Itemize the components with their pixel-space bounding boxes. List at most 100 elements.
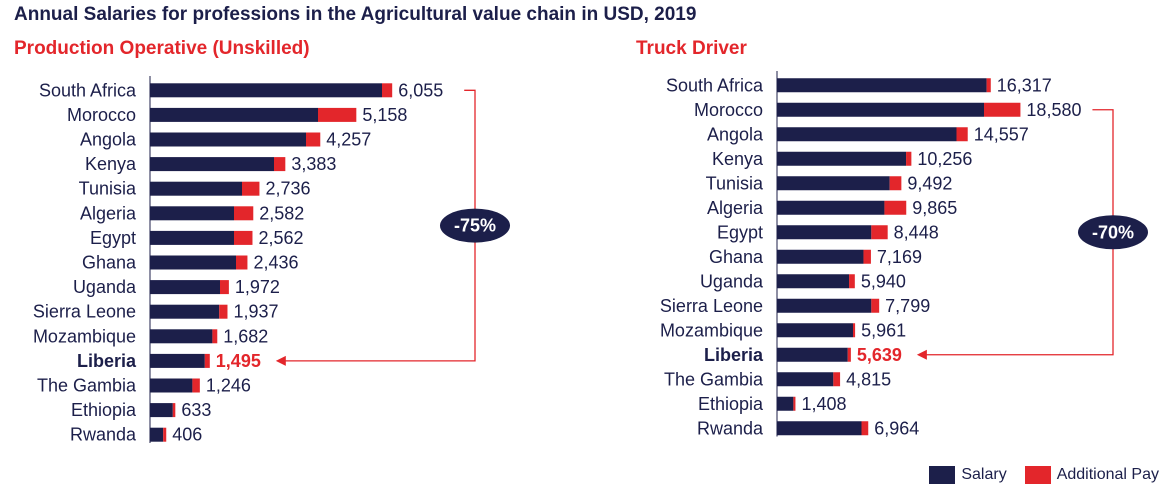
category-label: Kenya xyxy=(712,149,764,169)
salary-bar xyxy=(150,107,318,122)
additional-pay-bar xyxy=(986,78,991,93)
data-label: 4,257 xyxy=(326,130,371,150)
data-label: 1,682 xyxy=(223,326,268,346)
category-label: Ethiopia xyxy=(71,400,137,420)
additional-pay-bar xyxy=(204,353,210,368)
salary-bar xyxy=(150,403,173,418)
category-label: The Gambia xyxy=(37,376,137,396)
additional-pay-bar xyxy=(889,176,902,191)
data-label: 14,557 xyxy=(974,124,1029,144)
salary-bar xyxy=(777,78,987,93)
data-label: 5,639 xyxy=(857,345,902,365)
additional-pay-bar xyxy=(956,127,968,142)
data-label: 1,972 xyxy=(235,277,280,297)
salary-bar xyxy=(777,347,848,362)
category-label: Uganda xyxy=(73,277,137,297)
category-label: Egypt xyxy=(90,228,136,248)
additional-pay-bar xyxy=(871,298,880,313)
data-label: 9,492 xyxy=(907,173,952,193)
additional-pay-bar xyxy=(274,157,286,172)
category-label: South Africa xyxy=(666,75,764,95)
data-label: 16,317 xyxy=(997,75,1052,95)
legend-additional-label: Additional Pay xyxy=(1056,466,1159,483)
salary-bar xyxy=(150,329,213,344)
data-label: 2,736 xyxy=(265,179,310,199)
additional-pay-bar xyxy=(871,225,888,240)
additional-pay-bar xyxy=(318,107,357,122)
additional-pay-bar xyxy=(852,323,856,338)
data-label: 3,383 xyxy=(291,154,336,174)
category-label: Uganda xyxy=(700,271,764,291)
bracket-arrowhead xyxy=(916,349,927,360)
additional-pay-bar xyxy=(847,347,851,362)
data-label: 1,408 xyxy=(801,394,846,414)
salary-bar xyxy=(150,304,220,319)
salary-bar xyxy=(777,127,957,142)
data-label: 8,448 xyxy=(894,222,939,242)
additional-pay-bar xyxy=(172,403,176,418)
additional-pay-bar xyxy=(220,280,229,295)
additional-pay-bar xyxy=(163,427,167,442)
data-label: 1,495 xyxy=(216,351,261,371)
data-label: 7,169 xyxy=(877,247,922,267)
additional-pay-bar xyxy=(219,304,228,319)
production-operative-chart: South Africa 6,055 Morocco 5,158 Angola 4,257… xyxy=(33,76,510,445)
data-label: 7,799 xyxy=(885,296,930,316)
category-label: South Africa xyxy=(39,80,137,100)
data-label: 6,964 xyxy=(874,418,919,438)
additional-pay-bar xyxy=(906,151,912,166)
difference-label: -70% xyxy=(1092,222,1134,242)
category-label: Kenya xyxy=(85,154,137,174)
additional-pay-bar xyxy=(192,378,200,393)
data-label: 2,582 xyxy=(259,203,304,223)
additional-pay-bar xyxy=(861,421,869,436)
data-label: 2,562 xyxy=(258,228,303,248)
additional-pay-bar xyxy=(984,102,1021,117)
additional-pay-bar xyxy=(234,230,253,245)
salary-bar xyxy=(150,280,220,295)
truck-driver-chart: South Africa 16,317 Morocco 18,580 Angola 14,… xyxy=(660,71,1148,438)
category-label: Sierra Leone xyxy=(660,296,763,316)
category-label: Algeria xyxy=(80,203,137,223)
salary-bar xyxy=(777,421,862,436)
salary-bar xyxy=(150,181,242,196)
legend-salary-swatch xyxy=(929,466,956,484)
legend-additional-pay: Additional Pay xyxy=(1024,466,1159,484)
salary-bar xyxy=(150,132,306,147)
salary-bar xyxy=(777,225,872,240)
salary-bar xyxy=(150,83,382,98)
legend-additional-swatch xyxy=(1024,466,1051,484)
difference-label: -75% xyxy=(454,216,496,236)
chart-2-subtitle: Truck Driver xyxy=(636,38,747,59)
data-label: 4,815 xyxy=(846,369,891,389)
category-label: Morocco xyxy=(694,100,763,120)
difference-badge xyxy=(440,208,510,243)
category-label: Mozambique xyxy=(660,320,763,340)
salary-bar xyxy=(150,378,193,393)
salary-bar xyxy=(777,274,850,289)
data-label: 18,580 xyxy=(1026,100,1081,120)
category-label: Sierra Leone xyxy=(33,302,136,322)
additional-pay-bar xyxy=(234,206,254,221)
category-label: The Gambia xyxy=(664,369,764,389)
data-label: 6,055 xyxy=(398,80,443,100)
category-label: Rwanda xyxy=(70,425,137,445)
additional-pay-bar xyxy=(242,181,260,196)
category-label: Angola xyxy=(707,124,764,144)
additional-pay-bar xyxy=(793,396,796,411)
salary-bar xyxy=(777,102,985,117)
bracket-arrowhead xyxy=(275,355,286,366)
salary-bar xyxy=(150,353,205,368)
salary-bar xyxy=(150,157,274,172)
data-label: 5,158 xyxy=(362,105,407,125)
category-label: Mozambique xyxy=(33,326,136,346)
category-label: Egypt xyxy=(717,222,763,242)
additional-pay-bar xyxy=(306,132,321,147)
category-label: Rwanda xyxy=(697,418,764,438)
category-label: Tunisia xyxy=(79,179,137,199)
additional-pay-bar xyxy=(212,329,218,344)
additional-pay-bar xyxy=(849,274,855,289)
salary-bar xyxy=(150,255,236,270)
category-label: Tunisia xyxy=(706,173,764,193)
data-label: 1,246 xyxy=(206,376,251,396)
